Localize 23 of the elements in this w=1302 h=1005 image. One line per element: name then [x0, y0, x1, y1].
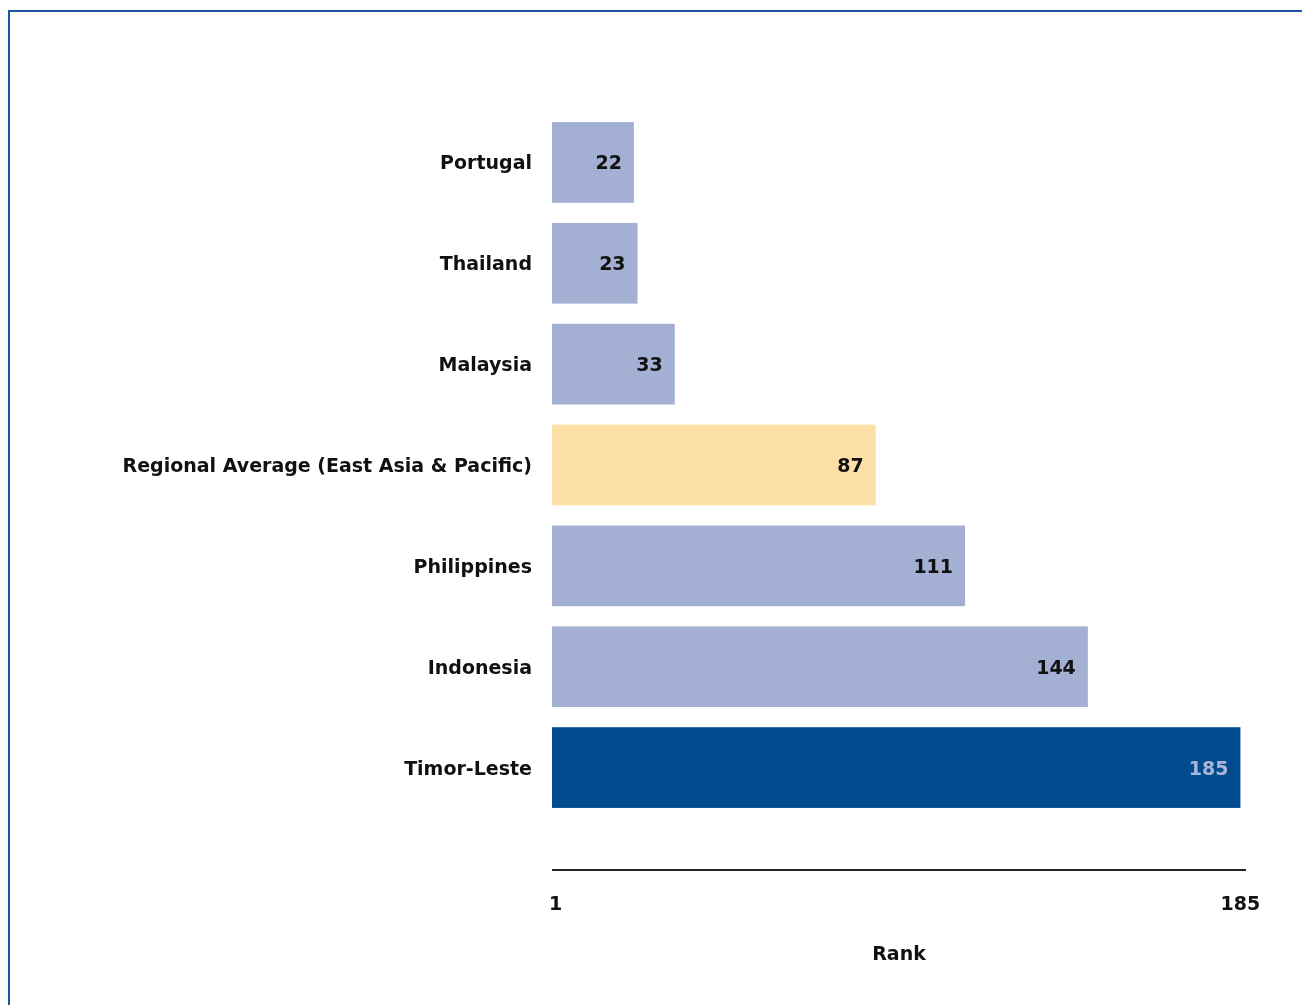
y-tick-label: Indonesia [427, 655, 532, 678]
data-label: 185 [1188, 756, 1229, 779]
data-label: 111 [913, 554, 954, 577]
bar [552, 424, 876, 506]
bar [552, 222, 638, 304]
y-tick-label: Portugal [440, 151, 532, 174]
data-label: 23 [599, 252, 626, 275]
data-label: 87 [837, 454, 864, 476]
x-axis-title: Rank [872, 942, 927, 964]
bar [552, 122, 634, 203]
x-tick-label: 1 [549, 892, 563, 914]
bar [552, 626, 1088, 708]
bar [552, 525, 966, 607]
data-label: 144 [1036, 655, 1076, 678]
y-tick-label: Timor-Leste [404, 756, 532, 779]
y-tick-label: Thailand [439, 252, 532, 275]
bar [552, 323, 675, 405]
data-label: 22 [595, 151, 622, 174]
y-tick-label: Malaysia [438, 353, 532, 376]
y-tick-label: Philippines [413, 554, 532, 577]
data-label: 33 [636, 353, 663, 376]
y-tick-label: Regional Average (East Asia & Pacific) [122, 454, 532, 476]
bar [552, 727, 1241, 808]
